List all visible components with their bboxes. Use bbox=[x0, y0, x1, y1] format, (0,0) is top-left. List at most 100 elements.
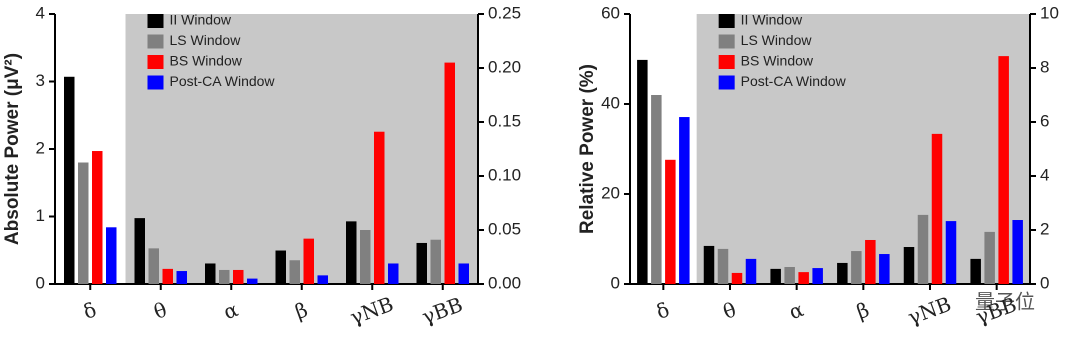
bar bbox=[317, 275, 328, 284]
y2-tick-label: 0 bbox=[1040, 273, 1049, 292]
bar bbox=[1012, 220, 1023, 284]
bar bbox=[998, 56, 1009, 285]
bar bbox=[233, 269, 244, 284]
y-tick-label: 20 bbox=[601, 183, 620, 202]
y-tick-label: 2 bbox=[36, 138, 45, 157]
x-tick-label: β bbox=[853, 297, 872, 324]
y-tick-label: 40 bbox=[601, 93, 620, 112]
bar bbox=[289, 260, 300, 284]
bar bbox=[106, 227, 117, 284]
legend-swatch bbox=[718, 75, 735, 90]
bar bbox=[430, 239, 441, 284]
bar bbox=[458, 263, 469, 284]
bar bbox=[745, 258, 757, 284]
y-tick-label: 1 bbox=[36, 206, 45, 225]
bar bbox=[851, 251, 862, 284]
shade-region bbox=[125, 14, 478, 284]
bar bbox=[984, 231, 995, 284]
bar bbox=[731, 272, 743, 284]
bar bbox=[275, 250, 286, 284]
bar bbox=[92, 151, 103, 284]
legend-label: LS Window bbox=[741, 32, 813, 48]
bar bbox=[388, 263, 399, 284]
bar bbox=[205, 263, 216, 284]
legend-swatch bbox=[147, 14, 164, 28]
legend-swatch bbox=[147, 55, 164, 69]
bar bbox=[945, 221, 957, 284]
y-tick-label: 0 bbox=[36, 273, 45, 292]
y-tick-label: 3 bbox=[36, 71, 45, 90]
y2-tick-label: 6 bbox=[1040, 111, 1049, 130]
legend-swatch bbox=[718, 55, 735, 69]
y2-tick-label: 4 bbox=[1040, 165, 1049, 184]
y2-tick-label: 0.15 bbox=[488, 111, 521, 130]
bar bbox=[303, 238, 314, 284]
bar bbox=[798, 272, 809, 284]
watermark: 量子位 bbox=[975, 290, 1035, 313]
bar bbox=[148, 248, 159, 284]
legend-label: Post-CA Window bbox=[741, 73, 847, 89]
bar bbox=[360, 230, 371, 284]
legend-label: LS Window bbox=[170, 32, 242, 48]
bar bbox=[970, 258, 981, 284]
legend-swatch bbox=[147, 34, 164, 49]
legend-label: II Window bbox=[741, 12, 803, 28]
x-tick-label: θ bbox=[150, 297, 170, 324]
bar bbox=[812, 268, 823, 284]
bar bbox=[879, 254, 890, 284]
legend-swatch bbox=[147, 75, 164, 90]
bar bbox=[770, 268, 781, 284]
y2-tick-label: 0.25 bbox=[488, 3, 521, 22]
y2-tick-label: 10 bbox=[1040, 3, 1059, 22]
y2-tick-label: 2 bbox=[1040, 219, 1049, 238]
bar bbox=[717, 248, 729, 284]
y-axis-label: Relative Power (%) bbox=[577, 64, 598, 234]
legend-label: II Window bbox=[170, 12, 232, 28]
bar bbox=[837, 262, 848, 284]
legend-label: BS Window bbox=[170, 53, 243, 69]
y2-tick-label: 0.10 bbox=[488, 165, 521, 184]
bar bbox=[651, 95, 662, 284]
bar bbox=[679, 117, 690, 284]
bar bbox=[374, 131, 385, 284]
y2-tick-label: 0.05 bbox=[488, 219, 521, 238]
x-tick-label: γNB bbox=[905, 292, 955, 330]
x-tick-label: δ bbox=[80, 297, 100, 324]
bar bbox=[134, 218, 145, 284]
bar bbox=[703, 245, 715, 284]
bar bbox=[247, 278, 258, 284]
x-tick-label: α bbox=[786, 297, 807, 324]
x-tick-label: γBB bbox=[419, 292, 466, 329]
bar bbox=[219, 269, 230, 284]
shade-region bbox=[696, 14, 1030, 284]
bar bbox=[637, 59, 648, 285]
bar bbox=[64, 76, 75, 285]
bar bbox=[444, 62, 455, 284]
bar bbox=[917, 214, 929, 284]
y2-tick-label: 0.00 bbox=[488, 273, 521, 292]
y-tick-label: 0 bbox=[611, 273, 620, 292]
bar bbox=[865, 239, 876, 284]
bar bbox=[784, 266, 795, 284]
x-tick-label: β bbox=[292, 297, 311, 324]
y2-tick-label: 0.20 bbox=[488, 57, 521, 76]
legend-label: Post-CA Window bbox=[170, 73, 276, 89]
x-tick-label: δ bbox=[653, 297, 673, 324]
bar bbox=[346, 221, 357, 284]
bar bbox=[78, 162, 89, 284]
x-tick-label: α bbox=[220, 297, 241, 324]
x-tick-label: θ bbox=[720, 297, 740, 324]
y-axis-label: Absolute Power (μV²) bbox=[2, 53, 23, 245]
bar bbox=[176, 271, 187, 284]
legend-label: BS Window bbox=[741, 53, 814, 69]
x-tick-label: γNB bbox=[347, 292, 397, 330]
legend-swatch bbox=[718, 14, 735, 28]
bar bbox=[162, 268, 173, 284]
bar bbox=[665, 159, 676, 284]
legend-swatch bbox=[718, 34, 735, 49]
bar bbox=[416, 242, 427, 284]
y-tick-label: 4 bbox=[36, 3, 45, 22]
bar bbox=[931, 133, 943, 284]
y2-tick-label: 8 bbox=[1040, 57, 1049, 76]
